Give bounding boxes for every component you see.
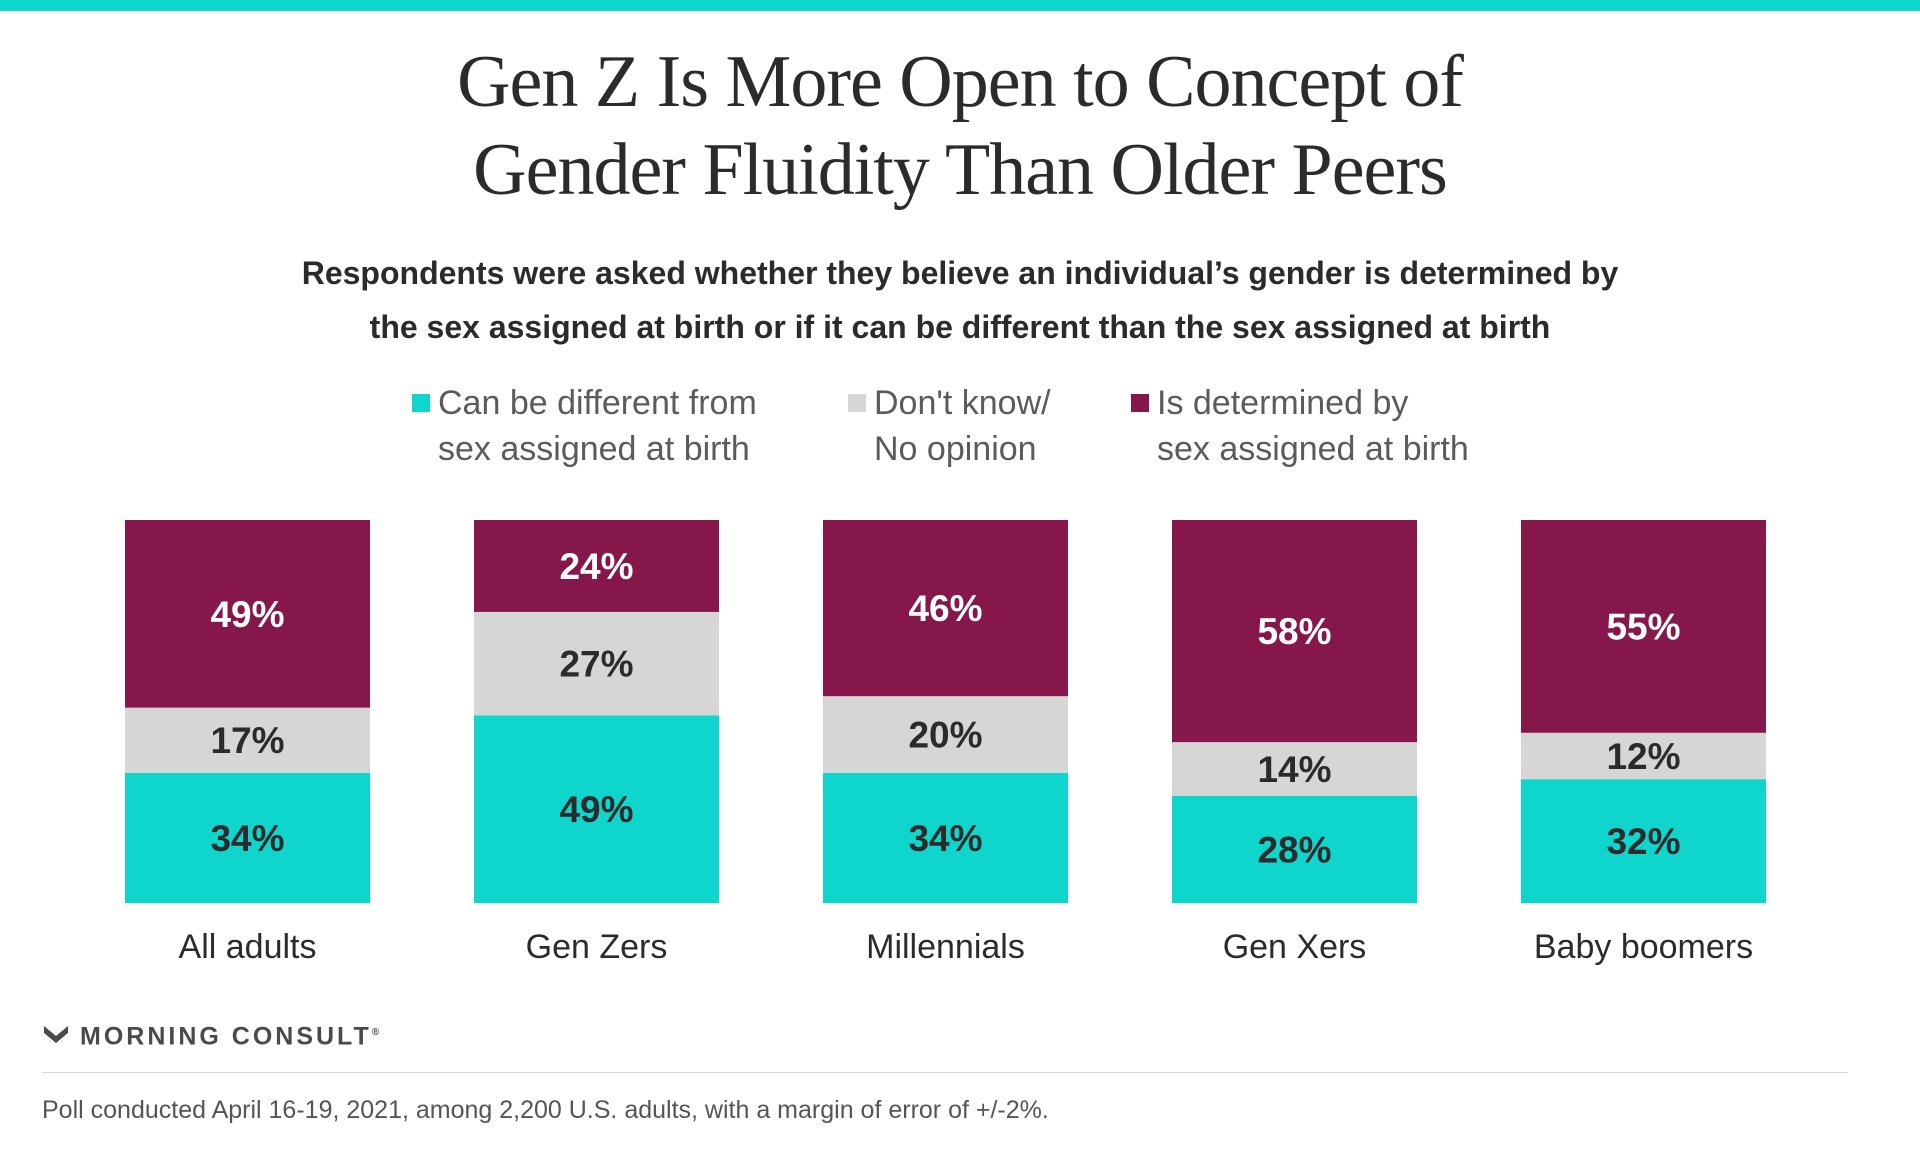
footnote: Poll conducted April 16-19, 2021, among … (42, 1096, 1049, 1124)
bar-value-label-4-0: 32% (1606, 821, 1680, 862)
bar-segment-2-0 (823, 772, 1068, 903)
legend-label: Is determined by sex assigned at birth (1157, 380, 1469, 472)
legend-label-line: sex assigned at birth (1157, 430, 1469, 468)
legend-label: Don't know/ No opinion (874, 380, 1051, 472)
bar-value-label-0-0: 34% (210, 818, 284, 859)
bar-value-label-4-2: 55% (1606, 606, 1680, 647)
category-label-1: Gen Zers (526, 928, 668, 966)
bar-segment-4-1 (1521, 732, 1766, 780)
bar-value-label-2-1: 20% (908, 714, 982, 755)
legend-label: Can be different from sex assigned at bi… (438, 380, 757, 472)
brand-name-text: MORNING CONSULT (80, 1022, 372, 1051)
bar-segment-4-2 (1521, 520, 1766, 733)
bar-segment-0-1 (125, 707, 370, 773)
bar-value-label-1-0: 49% (559, 789, 633, 830)
top-accent-bar (0, 0, 1920, 11)
legend-swatch-maroon (1131, 394, 1149, 412)
bar-value-label-1-2: 24% (559, 546, 633, 587)
bar-segment-1-0 (474, 715, 719, 903)
category-label-0: All adults (179, 928, 317, 966)
morning-consult-logo-icon (44, 1026, 68, 1043)
legend-label-line: Can be different from (438, 384, 757, 422)
legend-label-line: Don't know/ (874, 384, 1051, 422)
legend-label-line: No opinion (874, 430, 1037, 468)
bar-segment-3-1 (1172, 742, 1417, 796)
bar-segment-1-1 (474, 611, 719, 716)
stacked-bar-chart: 34% 17% 49% All adults 49% 27% 24% Gen Zers 34% 2… (125, 520, 1766, 966)
bar-value-label-4-1: 12% (1606, 736, 1680, 777)
registered-mark: ® (371, 1027, 380, 1038)
bar-value-label-3-1: 14% (1257, 749, 1331, 790)
chart-title: Gen Z Is More Open to Concept of Gender … (0, 38, 1920, 214)
category-label-4: Baby boomers (1534, 928, 1753, 966)
category-label-3: Gen Xers (1223, 928, 1367, 966)
brand-name: MORNING CONSULT® (80, 1018, 379, 1051)
bar-value-label-2-2: 46% (908, 588, 982, 629)
bar-segment-2-2 (823, 520, 1068, 697)
legend-label-line: sex assigned at birth (438, 430, 750, 468)
category-label-2: Millennials (866, 928, 1025, 966)
chart-title-line-2: Gender Fluidity Than Older Peers (473, 129, 1448, 211)
legend-label-line: Is determined by (1157, 384, 1409, 422)
footer-divider (42, 1072, 1848, 1073)
legend-swatch-teal (412, 394, 430, 412)
bar-segment-1-2 (474, 520, 719, 612)
bar-value-label-2-0: 34% (908, 818, 982, 859)
bar-value-label-1-1: 27% (559, 644, 633, 685)
bar-segment-3-0 (1172, 795, 1417, 903)
bar-segment-0-2 (125, 520, 370, 708)
bar-segment-4-0 (1521, 779, 1766, 903)
legend-swatch-gray (848, 394, 866, 412)
bar-segment-3-2 (1172, 520, 1417, 743)
chart-subtitle: Respondents were asked whether they beli… (0, 246, 1920, 354)
chart-legend: Can be different from sex assigned at bi… (0, 380, 1920, 480)
bar-value-label-3-0: 28% (1257, 829, 1331, 870)
bar-value-label-0-2: 49% (210, 594, 284, 635)
chart-title-line-1: Gen Z Is More Open to Concept of (457, 41, 1464, 123)
chart-subtitle-line-2: the sex assigned at birth or if it can b… (369, 309, 1551, 345)
bar-value-label-0-1: 17% (210, 720, 284, 761)
bar-segment-2-1 (823, 696, 1068, 773)
bar-value-label-3-2: 58% (1257, 611, 1331, 652)
chart-subtitle-line-1: Respondents were asked whether they beli… (301, 255, 1619, 291)
bar-segment-0-0 (125, 772, 370, 903)
